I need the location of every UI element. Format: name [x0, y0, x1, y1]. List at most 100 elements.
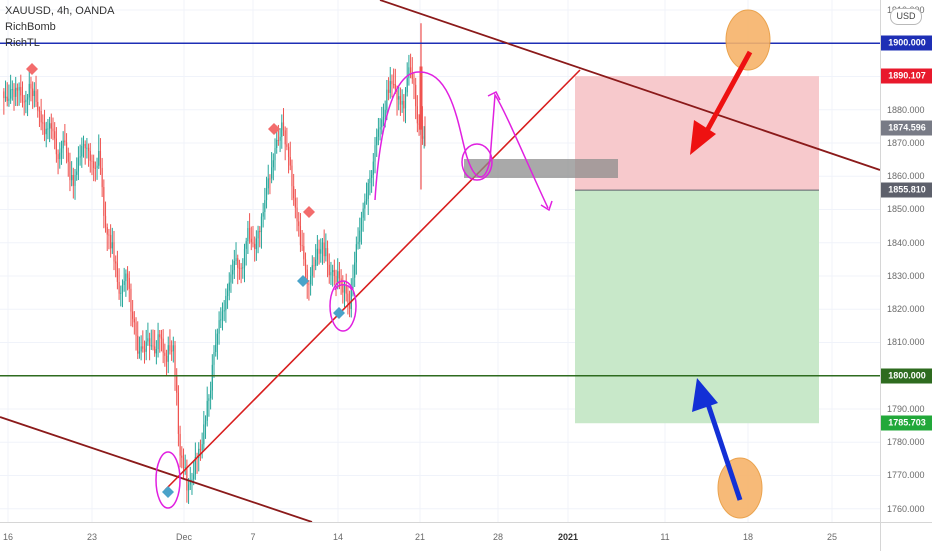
candle-body	[137, 335, 139, 354]
candle-body	[240, 267, 242, 269]
candle-body	[171, 350, 173, 352]
time-tick-label: 7	[250, 532, 256, 542]
candle-body	[201, 444, 203, 451]
candle-body	[296, 207, 298, 222]
candle-body	[47, 128, 49, 130]
candle-body	[42, 122, 44, 124]
candle-body	[381, 119, 383, 128]
candle-body	[228, 282, 230, 291]
candle-body	[277, 139, 279, 141]
candle-body	[11, 89, 13, 91]
candle-body	[221, 311, 224, 320]
candle-body	[215, 344, 217, 353]
candle-body	[318, 248, 320, 254]
blue-arrow-shaft	[703, 397, 743, 501]
candle-body	[399, 96, 402, 105]
candle-body	[179, 433, 181, 456]
candle-body	[118, 281, 120, 294]
price-axis[interactable]: 1910.0001900.0001890.0001880.0001870.000…	[880, 0, 932, 522]
price-plot[interactable]	[0, 0, 880, 522]
candle-body	[235, 258, 237, 261]
candle-body	[167, 345, 169, 362]
candle-body	[352, 277, 354, 290]
candle-body	[320, 249, 322, 254]
candle-body	[28, 83, 30, 98]
candle-body	[401, 100, 403, 105]
currency-button[interactable]: USD	[890, 8, 922, 25]
candle-body	[372, 161, 374, 175]
time-axis[interactable]: 16 23 Dec 7 14 21 28 2021 11 18 25	[0, 522, 880, 551]
candle-body	[21, 95, 24, 102]
candle-body	[140, 346, 142, 352]
orange-marker-bottom	[717, 457, 763, 519]
candle-body	[120, 292, 122, 294]
time-tick-label: 28	[492, 532, 504, 542]
candle-body	[286, 144, 288, 147]
candle-body	[15, 87, 17, 97]
candle-body	[308, 283, 310, 285]
candle-body	[55, 138, 57, 155]
time-tick-label: 25	[826, 532, 838, 542]
candle-body	[194, 456, 196, 475]
candle-body	[106, 227, 108, 235]
candle-body	[101, 167, 103, 188]
chart-pane[interactable]: XAUUSD, 4h, OANDA RichBomb RichTL	[0, 0, 880, 522]
candle-body	[362, 208, 364, 218]
candle-body	[257, 230, 259, 239]
candle-body	[323, 242, 325, 257]
candle-body	[198, 448, 200, 459]
candle-body	[326, 248, 329, 265]
candle-body	[267, 178, 269, 189]
price-tag: 1785.703	[881, 415, 932, 431]
candle-body	[255, 238, 257, 250]
candle-body	[242, 267, 244, 269]
candle-body	[3, 91, 5, 99]
candle-body	[404, 92, 407, 109]
candle-body	[69, 161, 71, 181]
blue-arrow-head	[692, 378, 718, 412]
candle-body	[226, 290, 229, 296]
candle-body	[354, 262, 356, 278]
candle-body	[276, 139, 278, 149]
candle-body	[54, 131, 56, 139]
candle-body	[181, 455, 183, 458]
candle-body	[272, 160, 274, 168]
candle-body	[159, 334, 161, 338]
candle-body	[49, 123, 51, 129]
candle-body	[230, 274, 232, 283]
candle-body	[248, 228, 251, 239]
candle-body	[333, 270, 335, 276]
candle-body	[262, 211, 264, 217]
candle-body	[359, 230, 361, 242]
candle-body	[77, 157, 80, 172]
candle-body	[247, 228, 249, 242]
candle-body	[325, 248, 327, 257]
candle-body	[357, 241, 359, 245]
highlight-circle	[461, 143, 493, 181]
legend-indicator-1[interactable]: RichBomb	[5, 21, 56, 33]
candle-body	[243, 248, 246, 268]
projection-path	[374, 71, 549, 209]
candle-body	[355, 244, 357, 263]
candle-body	[233, 260, 235, 271]
candle-body	[264, 200, 266, 212]
candle-body	[108, 234, 110, 236]
signal-diamond	[297, 275, 309, 287]
legend-indicator-2[interactable]: RichTL	[5, 37, 40, 47]
candle-body	[130, 288, 132, 312]
candle-body	[43, 122, 46, 135]
candle-body	[177, 392, 180, 434]
candle-body	[113, 242, 115, 262]
candle-body	[76, 171, 78, 175]
price-tick-label: 1830.000	[887, 270, 925, 281]
candle-body	[142, 346, 144, 349]
candle-body	[147, 338, 149, 342]
candle-body	[301, 245, 303, 247]
legend-symbol[interactable]: XAUUSD, 4h, OANDA	[5, 5, 115, 17]
candle-body	[298, 221, 300, 227]
candle-body	[45, 128, 47, 135]
candle-body	[93, 161, 95, 168]
candle-body	[306, 269, 308, 284]
position-tool	[575, 76, 819, 424]
candle-body	[377, 129, 379, 137]
